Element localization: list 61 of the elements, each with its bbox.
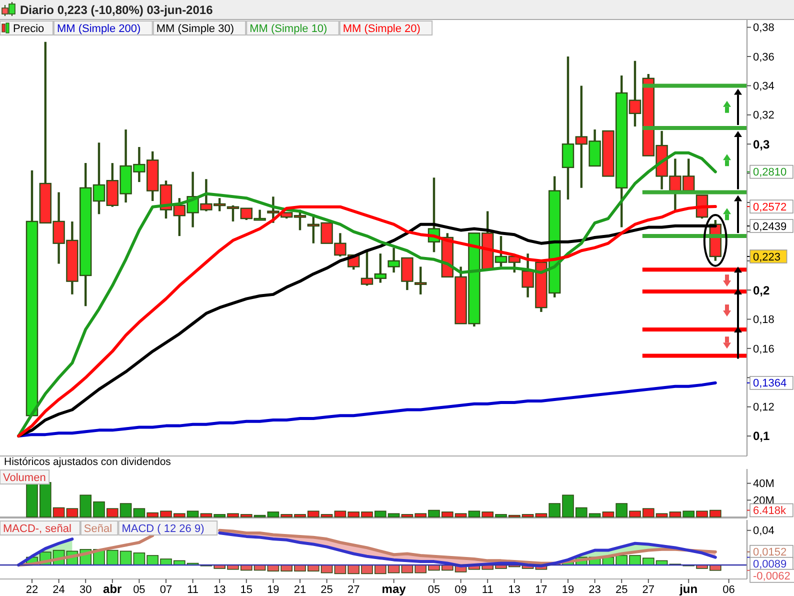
y-tick-label: 0,36: [753, 51, 774, 64]
series-label: Señal: [84, 523, 112, 535]
annotation: 0,2572: [753, 201, 787, 214]
x-tick-label: 11: [187, 584, 199, 596]
y-tick-label: 0,3: [753, 137, 770, 152]
x-tick-label: 19: [267, 584, 280, 596]
x-tick-label: 22: [26, 584, 38, 596]
text: 0,0089: [753, 558, 787, 571]
x-tick-label: may: [382, 582, 406, 596]
y-tick-label: 0,0152: [753, 546, 787, 559]
x-tick-label: 17: [535, 584, 548, 596]
x-tick-label: 13: [508, 584, 521, 596]
x-tick-label: 25: [320, 584, 333, 596]
y-tick-label: 0,1: [753, 429, 770, 444]
x-tick-label: 15: [240, 584, 253, 596]
x-tick-label: 27: [347, 584, 360, 596]
y-tick-label: 0,12: [753, 402, 774, 414]
series-label: Volumen: [3, 472, 46, 484]
x-tick-label: 24: [52, 584, 65, 596]
line-series: [17, 381, 717, 438]
x-tick-label: 23: [588, 584, 601, 596]
y-tick-label: 0,34: [753, 80, 774, 93]
text: MM (Simple 20): [342, 23, 420, 35]
legend-label: Precio: [13, 23, 44, 35]
x-tick-label: 21: [294, 584, 306, 596]
x-tick-label: 05: [428, 584, 440, 596]
x-tick-label: 06: [722, 584, 735, 596]
x-tick-label: 11: [482, 584, 494, 596]
x-tick-label: jun: [678, 582, 698, 596]
candlestick: [267, 196, 280, 224]
text: MM (Simple 30): [156, 23, 234, 35]
annotation: 0,2810: [753, 166, 787, 179]
x-tick-label: 09: [454, 584, 467, 596]
annotation: 0,2439: [753, 220, 787, 233]
text: MM (Simple 200): [56, 23, 141, 35]
y-tick-label: 0,2: [753, 283, 770, 298]
y-tick-label: 0,04: [753, 525, 774, 538]
series-label: MACD-, señal: [3, 523, 72, 535]
x-tick-label: 07: [160, 584, 172, 596]
line-series: [17, 151, 717, 438]
y-tick-label: 0,38: [753, 22, 774, 34]
text: MM (Simple 10): [250, 23, 328, 35]
y-tick-label: 40M: [753, 478, 774, 490]
x-tick-label: 27: [642, 584, 655, 596]
text: -0,0062: [753, 570, 790, 583]
annotation: 6.418k: [753, 505, 787, 518]
x-tick-label: 30: [79, 584, 92, 596]
candlestick: [414, 266, 427, 296]
x-tick-label: 13: [213, 584, 226, 596]
x-tick-label: 05: [133, 584, 146, 596]
y-tick-label: 0,16: [753, 343, 774, 356]
annotation: 0,1364: [753, 378, 787, 390]
y-tick-label: 0,32: [753, 110, 774, 122]
chart-title: Diario 0,223 (-10,80%) 03-jun-2016: [20, 3, 214, 17]
text: Históricos ajustados con dividendos: [4, 456, 171, 468]
annotation: 0,223: [753, 251, 781, 264]
x-tick-label: abr: [103, 582, 122, 596]
y-tick-label: 0,18: [753, 314, 774, 326]
x-tick-label: 25: [615, 584, 628, 596]
x-tick-label: 19: [562, 584, 574, 596]
series-label: MACD ( 12 26 9): [122, 523, 204, 535]
